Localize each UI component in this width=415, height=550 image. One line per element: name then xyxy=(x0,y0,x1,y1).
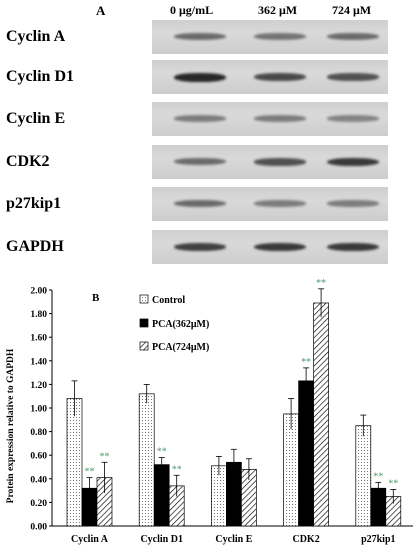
significance-marker: ** xyxy=(100,451,110,462)
significance-marker: ** xyxy=(388,478,398,489)
blot-band xyxy=(254,73,306,81)
y-tick-label: 1.60 xyxy=(30,334,47,344)
significance-marker: ** xyxy=(157,447,167,458)
y-tick-label: 2.00 xyxy=(30,287,47,297)
y-tick-label: 0.60 xyxy=(30,452,47,462)
bar xyxy=(355,425,372,527)
legend-swatch xyxy=(139,294,149,304)
blot-image-1 xyxy=(152,60,388,94)
significance-marker: ** xyxy=(85,467,95,478)
y-tick-label: 1.40 xyxy=(30,357,47,367)
blot-band xyxy=(327,115,379,122)
blot-band xyxy=(254,33,306,40)
bar-chart: B Protein expression relative to GAPDH 0… xyxy=(6,278,413,545)
blot-band xyxy=(254,243,306,252)
y-tick-label: 1.20 xyxy=(30,381,47,391)
bar xyxy=(153,464,170,527)
blot-band xyxy=(327,33,379,41)
y-tick-label: 0.00 xyxy=(30,523,47,533)
blot-label-0: Cyclin A xyxy=(6,28,66,45)
x-tick-label: Cyclin E xyxy=(215,534,252,545)
blot-image-2 xyxy=(152,102,388,136)
blot-label-3: CDK2 xyxy=(6,153,50,170)
y-tick-label: 0.20 xyxy=(30,499,47,509)
x-tick-label: CDK2 xyxy=(292,534,319,545)
blot-band xyxy=(254,158,306,166)
blot-label-5: GAPDH xyxy=(6,238,64,255)
y-tick-label: 1.80 xyxy=(30,310,47,320)
y-tick-label: 1.00 xyxy=(30,405,47,415)
legend-swatch xyxy=(139,341,149,351)
y-tick-label: 0.40 xyxy=(30,475,47,485)
blot-label-4: p27kip1 xyxy=(6,195,62,212)
concentration-label-2: 724 μM xyxy=(332,3,372,17)
blot-band xyxy=(327,158,379,167)
blot-band xyxy=(174,243,226,252)
x-tick-label: Cyclin A xyxy=(71,534,109,545)
blot-band xyxy=(174,158,226,166)
blot-band xyxy=(254,115,306,122)
significance-marker: ** xyxy=(301,357,311,368)
concentration-label-0: 0 μg/mL xyxy=(170,3,214,17)
blot-image-3 xyxy=(152,145,388,179)
x-tick-label: Cyclin D1 xyxy=(140,534,183,545)
blot-image-4 xyxy=(152,187,388,221)
blot-band xyxy=(174,73,226,82)
blot-band xyxy=(327,73,379,81)
legend-label: Control xyxy=(152,295,185,306)
legend-label: PCA(362μM) xyxy=(152,319,209,330)
bar xyxy=(138,393,155,527)
concentration-label-1: 362 μM xyxy=(258,3,298,17)
x-tick-label: p27kip1 xyxy=(361,534,395,545)
significance-marker: ** xyxy=(172,464,182,475)
blot-band xyxy=(174,115,226,122)
blot-band xyxy=(327,243,379,252)
blot-band xyxy=(174,33,226,41)
bar xyxy=(313,302,329,527)
blot-band xyxy=(174,200,226,208)
bar xyxy=(283,413,299,527)
bar xyxy=(298,380,314,527)
y-axis-label: Protein expression relative to GAPDH xyxy=(6,348,16,503)
blot-band xyxy=(254,200,306,207)
panel-a-label: A xyxy=(96,3,106,18)
bar xyxy=(66,398,83,527)
legend-label: PCA(724μM) xyxy=(152,342,209,353)
blot-image-5 xyxy=(152,230,388,264)
y-tick-label: 0.80 xyxy=(30,428,47,438)
legend-swatch xyxy=(139,318,149,328)
panel-b-label: B xyxy=(92,292,100,304)
significance-marker: ** xyxy=(316,278,326,289)
blot-band xyxy=(327,200,379,207)
blot-image-0 xyxy=(152,20,388,54)
blot-label-2: Cyclin E xyxy=(6,110,66,127)
blot-label-1: Cyclin D1 xyxy=(6,68,74,85)
significance-marker: ** xyxy=(373,471,383,482)
